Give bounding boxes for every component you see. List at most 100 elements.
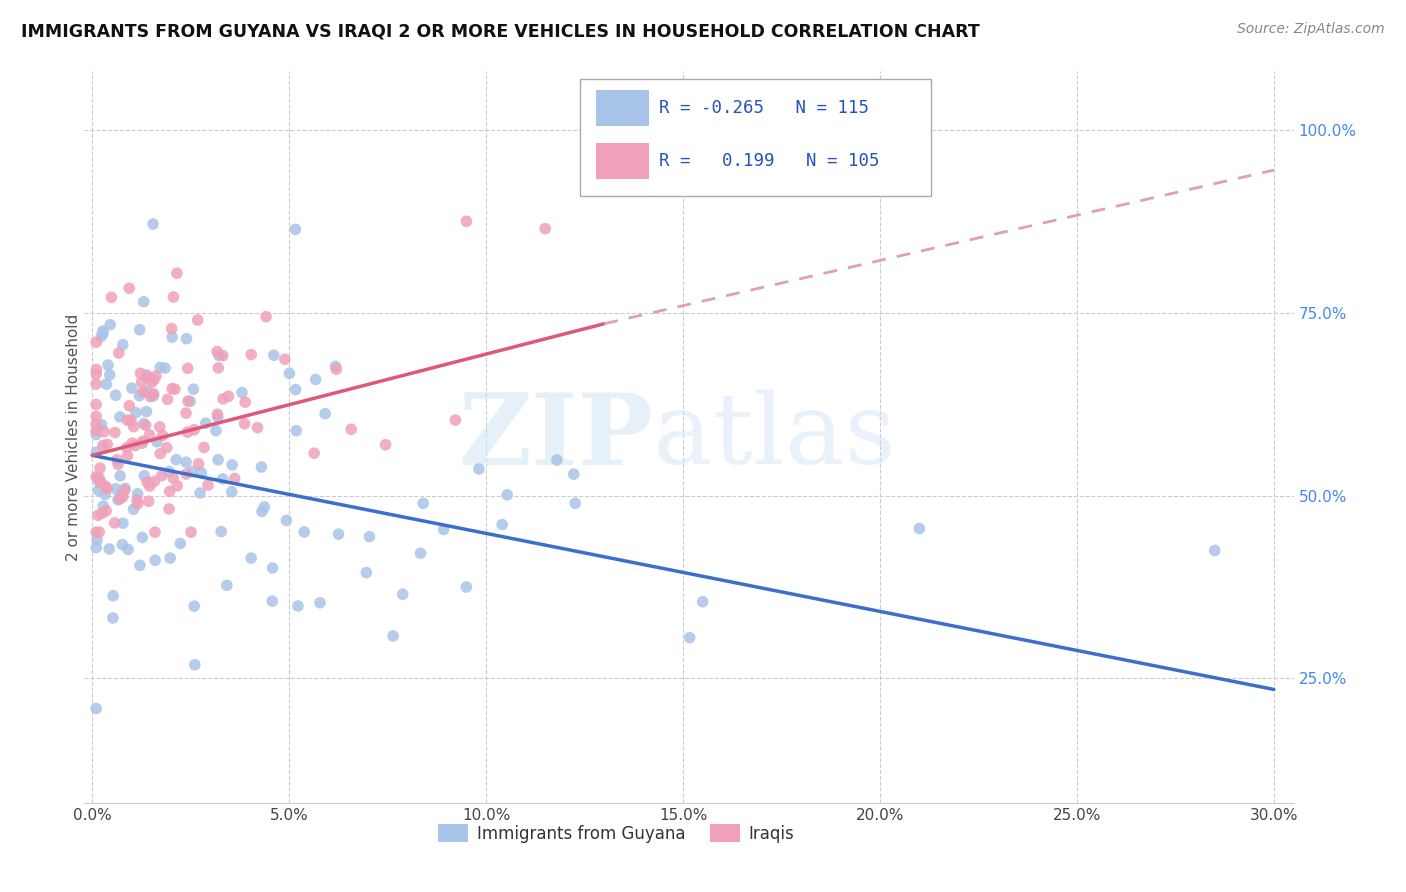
Point (409, 546, 432, 560)
Point (111, 490, 134, 504)
Point (135, 418, 157, 433)
Point (456, 580, 478, 594)
Text: Source: ZipAtlas.com: Source: ZipAtlas.com (1237, 22, 1385, 37)
Point (187, 457, 209, 471)
Point (120, 413, 142, 427)
Point (177, 361, 200, 376)
Point (84, 541, 107, 555)
Point (98, 318, 121, 332)
Point (496, 488, 519, 502)
Point (146, 434, 169, 449)
Point (98, 368, 121, 382)
Point (143, 553, 166, 567)
Point (132, 417, 155, 431)
Point (284, 383, 307, 397)
Point (176, 425, 198, 439)
Point (131, 531, 153, 545)
Point (122, 419, 145, 434)
Point (391, 587, 413, 601)
Point (131, 436, 153, 450)
Text: IMMIGRANTS FROM GUYANA VS IRAQI 2 OR MORE VEHICLES IN HOUSEHOLD CORRELATION CHAR: IMMIGRANTS FROM GUYANA VS IRAQI 2 OR MOR… (21, 22, 980, 40)
Point (136, 370, 159, 384)
Point (107, 492, 129, 507)
Point (114, 481, 136, 495)
Point (163, 382, 186, 396)
Point (142, 373, 165, 387)
Point (157, 465, 180, 479)
Point (240, 551, 263, 566)
Point (111, 538, 134, 552)
Point (139, 479, 162, 493)
Point (84, 701, 107, 715)
Point (89, 474, 111, 488)
Point (145, 369, 167, 384)
Point (152, 428, 174, 442)
Point (207, 407, 229, 421)
Point (174, 406, 197, 420)
Point (91, 499, 114, 513)
FancyBboxPatch shape (596, 90, 650, 127)
Point (224, 471, 246, 485)
Point (111, 516, 134, 531)
Point (156, 441, 179, 455)
Point (94, 479, 117, 493)
FancyBboxPatch shape (581, 78, 931, 195)
Point (302, 446, 325, 460)
Point (138, 494, 160, 508)
Point (233, 395, 256, 409)
Point (314, 407, 336, 421)
Point (456, 214, 478, 228)
Point (183, 382, 205, 396)
Point (212, 392, 235, 406)
Point (87, 470, 110, 484)
Point (150, 468, 173, 483)
Y-axis label: 2 or more Vehicles in Household: 2 or more Vehicles in Household (66, 313, 80, 561)
Point (131, 375, 153, 389)
Point (156, 392, 179, 407)
Point (101, 611, 124, 625)
Point (111, 337, 134, 351)
Point (190, 466, 212, 480)
Point (114, 483, 136, 498)
Point (128, 323, 150, 337)
Point (562, 467, 585, 482)
Point (104, 516, 127, 530)
Text: ZIP: ZIP (458, 389, 652, 485)
Point (104, 388, 127, 402)
Point (184, 657, 207, 672)
Point (132, 294, 155, 309)
Point (211, 349, 233, 363)
Point (304, 372, 326, 386)
Point (287, 599, 309, 613)
Point (278, 367, 301, 381)
Point (359, 530, 381, 544)
Point (134, 468, 156, 483)
Point (105, 452, 128, 467)
Point (84, 397, 107, 411)
Point (96, 377, 118, 392)
Point (274, 352, 297, 367)
Point (108, 468, 131, 483)
Point (117, 542, 139, 557)
Point (207, 360, 229, 375)
Point (250, 460, 273, 475)
Point (215, 578, 238, 592)
Point (193, 441, 215, 455)
Point (328, 527, 350, 541)
Point (166, 479, 188, 493)
Point (139, 390, 162, 404)
Point (197, 478, 219, 492)
Point (101, 589, 124, 603)
Point (108, 491, 131, 506)
Point (207, 410, 229, 425)
Point (107, 457, 129, 471)
Point (90, 329, 112, 343)
Point (183, 423, 205, 437)
Point (142, 386, 165, 401)
Point (174, 455, 197, 469)
Point (208, 348, 231, 362)
Point (127, 497, 149, 511)
Point (546, 453, 568, 467)
Point (115, 441, 138, 455)
Point (84, 335, 107, 350)
